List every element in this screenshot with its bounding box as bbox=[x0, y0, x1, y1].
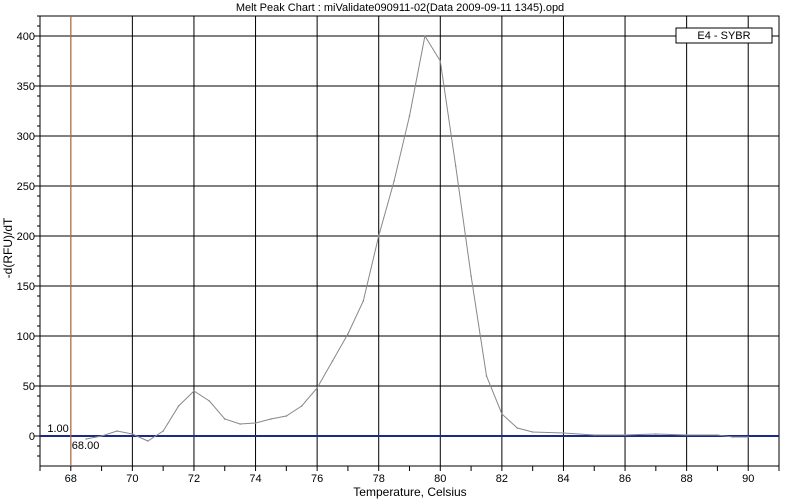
data-point bbox=[377, 235, 380, 237]
x-tick-label: 90 bbox=[742, 473, 754, 485]
data-point bbox=[593, 434, 596, 436]
x-tick-label: 78 bbox=[373, 473, 385, 485]
axis-ticks: 68 70 72 74 76 78 80 82 84 86 88 90 0 50 100 150 200 250 3… bbox=[17, 15, 780, 485]
y-axis-label: -d(RFU)/dT bbox=[1, 217, 15, 278]
data-point bbox=[439, 60, 442, 62]
marker-temperature-label: 68.00 bbox=[72, 440, 100, 452]
data-point bbox=[747, 436, 750, 438]
data-point bbox=[208, 400, 211, 402]
data-point bbox=[177, 405, 180, 407]
data-point bbox=[331, 360, 334, 362]
y-tick-label: 0 bbox=[29, 431, 35, 443]
x-tick-label: 84 bbox=[557, 473, 569, 485]
data-point bbox=[270, 418, 272, 420]
x-tick-label: 74 bbox=[249, 473, 261, 485]
data-point bbox=[485, 375, 488, 377]
y-tick-label: 50 bbox=[23, 381, 35, 393]
x-tick-label: 86 bbox=[619, 473, 631, 485]
x-tick-label: 80 bbox=[434, 473, 446, 485]
data-point bbox=[100, 435, 103, 437]
y-tick-label: 150 bbox=[17, 281, 35, 293]
x-tick-label: 76 bbox=[311, 473, 323, 485]
data-point bbox=[470, 275, 472, 277]
series-layer bbox=[85, 34, 750, 442]
data-point bbox=[362, 300, 365, 302]
y-tick-label: 300 bbox=[17, 131, 35, 143]
x-axis-label: Temperature, Celsius bbox=[353, 485, 466, 499]
x-tick-label: 72 bbox=[188, 473, 200, 485]
x-tick-label: 82 bbox=[496, 473, 508, 485]
data-point bbox=[531, 431, 534, 433]
x-tick-label: 88 bbox=[681, 473, 693, 485]
data-point bbox=[85, 438, 87, 440]
y-tick-label: 200 bbox=[17, 231, 35, 243]
data-point bbox=[285, 415, 288, 417]
data-point bbox=[732, 436, 734, 438]
data-point bbox=[131, 433, 134, 435]
y-tick-label: 400 bbox=[17, 31, 35, 43]
data-point bbox=[316, 387, 318, 389]
data-point bbox=[347, 333, 349, 335]
data-point bbox=[562, 432, 565, 434]
y-tick-label: 100 bbox=[17, 331, 35, 343]
data-point bbox=[716, 434, 719, 436]
data-point bbox=[239, 423, 241, 425]
data-point bbox=[685, 434, 688, 436]
series-line-0 bbox=[86, 34, 749, 442]
data-point bbox=[424, 35, 426, 37]
data-point bbox=[146, 440, 149, 442]
data-point bbox=[223, 418, 226, 420]
legend-box bbox=[675, 27, 773, 44]
data-point bbox=[454, 165, 457, 167]
data-point bbox=[193, 390, 195, 392]
chart-title: Melt Peak Chart : miValidate090911-02(Da… bbox=[236, 2, 564, 14]
data-point bbox=[254, 422, 257, 424]
marker-value-label: 1.00 bbox=[47, 423, 68, 435]
data-point bbox=[655, 433, 657, 435]
data-point bbox=[501, 413, 503, 415]
legend-entry: E4 - SYBR bbox=[697, 30, 750, 42]
data-point bbox=[624, 434, 626, 436]
y-tick-label: 250 bbox=[17, 181, 35, 193]
legend: E4 - SYBR bbox=[675, 27, 773, 44]
data-point bbox=[408, 115, 411, 117]
data-point bbox=[516, 427, 519, 429]
data-point bbox=[116, 430, 118, 432]
data-point bbox=[162, 430, 164, 432]
x-tick-label: 68 bbox=[65, 473, 77, 485]
data-point bbox=[300, 405, 303, 407]
data-point bbox=[393, 180, 395, 182]
x-tick-label: 70 bbox=[126, 473, 138, 485]
y-tick-label: 350 bbox=[17, 81, 35, 93]
